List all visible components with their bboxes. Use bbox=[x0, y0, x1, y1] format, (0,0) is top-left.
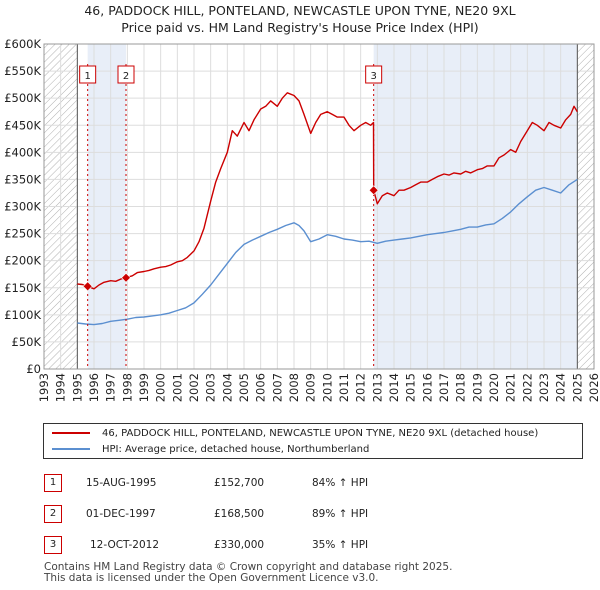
legend-label-hpi: HPI: Average price, detached house, Nort… bbox=[102, 444, 370, 455]
y-tick-label: £300K bbox=[4, 200, 41, 214]
legend-swatch-property bbox=[52, 432, 90, 434]
y-tick-label: £400K bbox=[4, 145, 41, 159]
legend-swatch-hpi bbox=[52, 448, 90, 450]
y-tick-label: £450K bbox=[4, 118, 41, 132]
y-tick-label: £350K bbox=[4, 172, 41, 186]
y-tick-label: £600K bbox=[4, 37, 41, 51]
y-tick-label: £150K bbox=[4, 281, 41, 295]
price-chart: £0 £50K £100K £150K £200K £250K £300K £350K £400… bbox=[4, 37, 600, 402]
y-tick-label: £100K bbox=[4, 308, 41, 322]
transaction-date: 12-OCT-2012 bbox=[90, 539, 159, 551]
x-tick-label: 2006 bbox=[254, 373, 268, 402]
x-tick-label: 2000 bbox=[154, 373, 168, 402]
x-tick-label: 2019 bbox=[470, 373, 484, 402]
sale-point bbox=[368, 185, 379, 196]
sale-label: 1 bbox=[84, 71, 90, 82]
x-tick-label: 2011 bbox=[337, 373, 351, 402]
chart-legend: 46, PADDOCK HILL, PONTELAND, NEWCASTLE U… bbox=[43, 423, 583, 459]
transaction-row: 2 01-DEC-1997 £168,500 89% ↑ HPI bbox=[44, 505, 584, 523]
x-tick-label: 1993 bbox=[37, 373, 51, 402]
x-tick-label: 2018 bbox=[454, 373, 468, 402]
y-tick-label: £200K bbox=[4, 254, 41, 268]
x-tick-label: 2014 bbox=[387, 373, 401, 402]
x-tick-label: 1994 bbox=[54, 373, 68, 402]
x-tick-label: 2017 bbox=[437, 373, 451, 402]
x-tick-label: 2007 bbox=[270, 373, 284, 402]
x-tick-label: 2025 bbox=[570, 373, 584, 402]
plot-border bbox=[43, 43, 595, 370]
x-tick-label: 2022 bbox=[520, 373, 534, 402]
x-tick-label: 1996 bbox=[87, 373, 101, 402]
y-tick-label: £50K bbox=[12, 335, 42, 349]
footer-license: This data is licensed under the Open Gov… bbox=[44, 572, 379, 584]
transaction-marker: 1 bbox=[44, 474, 62, 492]
transaction-hpi: 84% ↑ HPI bbox=[312, 477, 369, 489]
x-tick-label: 1999 bbox=[137, 373, 151, 402]
hpi-line bbox=[77, 178, 578, 326]
x-tick-label: 2020 bbox=[487, 373, 501, 402]
transaction-row: 3 12-OCT-2012 £330,000 35% ↑ HPI bbox=[44, 536, 584, 554]
x-tick-label: 2026 bbox=[587, 373, 600, 402]
sale-point bbox=[121, 272, 131, 283]
transaction-date: 15-AUG-1995 bbox=[86, 477, 157, 489]
transaction-date: 01-DEC-1997 bbox=[86, 508, 156, 520]
x-tick-label: 2012 bbox=[354, 373, 368, 402]
legend-item-property: 46, PADDOCK HILL, PONTELAND, NEWCASTLE U… bbox=[52, 427, 538, 441]
transaction-hpi: 35% ↑ HPI bbox=[312, 539, 369, 551]
chart-title: 46, PADDOCK HILL, PONTELAND, NEWCASTLE U… bbox=[84, 3, 516, 18]
chart-subtitle: Price paid vs. HM Land Registry's House … bbox=[121, 20, 479, 35]
x-tick-label: 2004 bbox=[220, 373, 234, 402]
transaction-price: £330,000 bbox=[214, 539, 265, 551]
sale-label: 2 bbox=[123, 71, 129, 82]
transaction-price: £168,500 bbox=[214, 508, 265, 520]
x-tick-label: 2002 bbox=[187, 373, 201, 402]
x-tick-label: 2024 bbox=[554, 373, 568, 402]
x-tick-label: 2001 bbox=[170, 373, 184, 402]
sale-label-box bbox=[365, 65, 383, 84]
sale-label: 3 bbox=[370, 71, 376, 82]
sale-label-box bbox=[117, 65, 135, 84]
transaction-hpi: 89% ↑ HPI bbox=[312, 508, 369, 520]
x-tick-label: 2023 bbox=[537, 373, 551, 402]
transaction-price: £152,700 bbox=[214, 477, 265, 489]
property-price-line bbox=[77, 92, 578, 290]
transaction-marker: 3 bbox=[44, 536, 62, 554]
x-tick-label: 1997 bbox=[104, 373, 118, 402]
y-tick-label: £550K bbox=[4, 64, 41, 78]
legend-label-property: 46, PADDOCK HILL, PONTELAND, NEWCASTLE U… bbox=[102, 428, 539, 439]
x-tick-label: 2021 bbox=[504, 373, 518, 402]
y-tick-label: £500K bbox=[4, 91, 41, 105]
x-tick-label: 2013 bbox=[370, 373, 384, 402]
x-tick-label: 2003 bbox=[204, 373, 218, 402]
x-tick-label: 2005 bbox=[237, 373, 251, 402]
x-tick-label: 2010 bbox=[320, 373, 334, 402]
y-tick-label: £0 bbox=[26, 362, 41, 376]
x-tick-label: 1998 bbox=[120, 373, 134, 402]
sale-label-box bbox=[79, 65, 97, 84]
x-tick-label: 2016 bbox=[420, 373, 434, 402]
legend-item-hpi: HPI: Average price, detached house, Nort… bbox=[52, 443, 369, 457]
x-tick-label: 2008 bbox=[287, 373, 301, 402]
x-tick-label: 1995 bbox=[70, 373, 84, 402]
transaction-row: 1 15-AUG-1995 £152,700 84% ↑ HPI bbox=[44, 474, 584, 492]
footer-copyright: Contains HM Land Registry data © Crown c… bbox=[44, 561, 453, 573]
transaction-marker: 2 bbox=[44, 505, 62, 523]
y-tick-label: £250K bbox=[4, 227, 41, 241]
x-tick-label: 2009 bbox=[304, 373, 318, 402]
sale-point bbox=[82, 281, 93, 292]
x-tick-label: 2015 bbox=[404, 373, 418, 402]
